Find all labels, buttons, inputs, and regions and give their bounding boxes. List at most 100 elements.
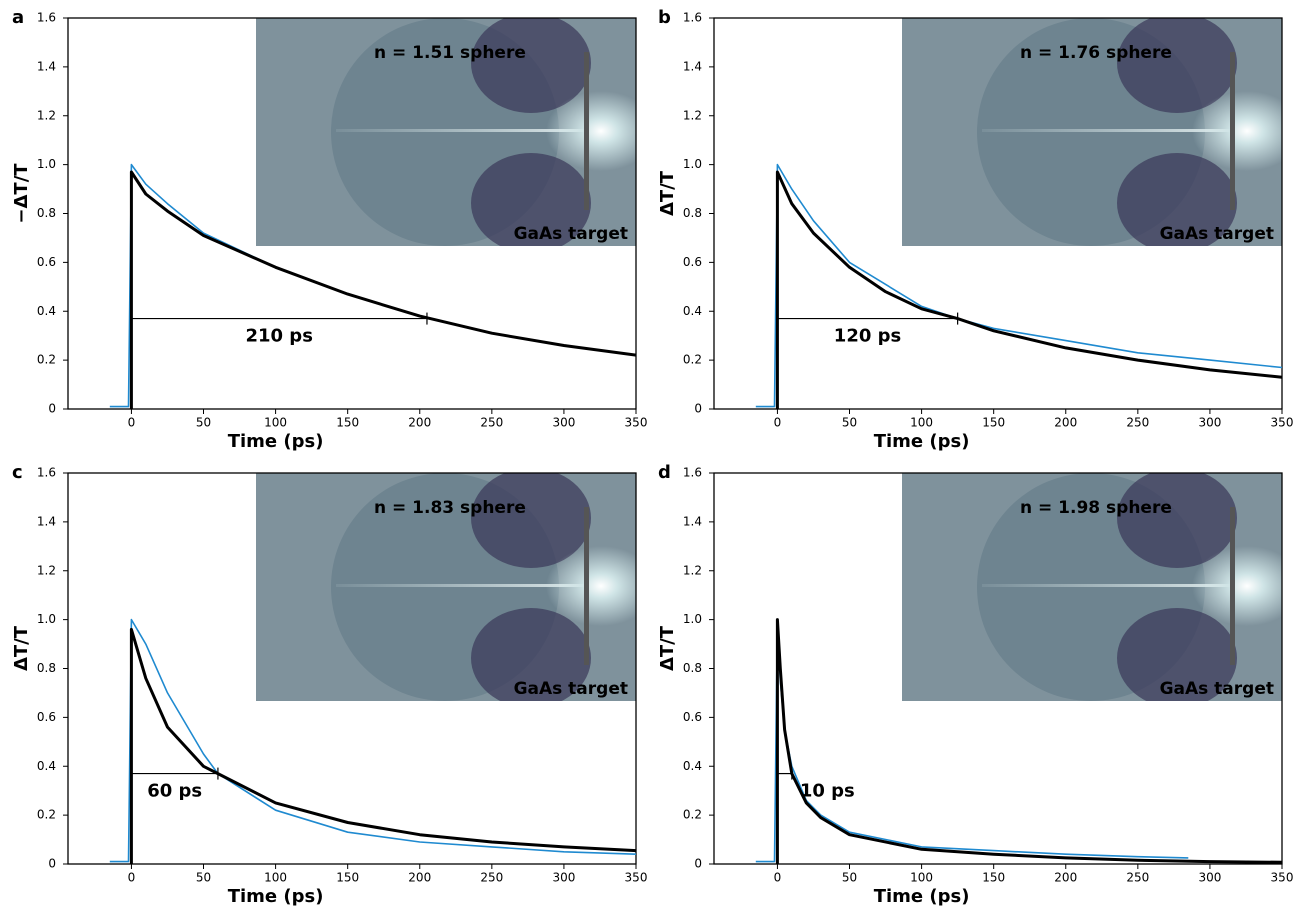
y-tick-label: 0 (694, 857, 702, 871)
x-tick-label: 150 (336, 871, 359, 885)
y-tick-label: 0.4 (37, 759, 56, 773)
x-tick-label: 250 (1126, 416, 1149, 430)
inset-label: n = 1.83 sphere (374, 498, 526, 518)
y-tick-label: 1.6 (683, 11, 702, 25)
dark-lobe (1117, 473, 1237, 568)
focus (1192, 91, 1282, 171)
target-bar (584, 507, 589, 665)
y-tick-label: 0 (48, 402, 56, 416)
x-tick-label: 300 (552, 416, 575, 430)
data-line (755, 163, 1283, 408)
inset (256, 473, 636, 701)
beam (336, 129, 596, 132)
x-tick-label: 150 (982, 871, 1005, 885)
dark-lobe (471, 153, 591, 246)
target-bar (1230, 507, 1235, 665)
y-tick-label: 1.4 (683, 59, 702, 73)
x-tick-label: 300 (552, 871, 575, 885)
panel: n = 1.98 sphere GaAs target 0 50 100 150 200 25… (657, 462, 1294, 907)
marker-label: 60 ps (147, 781, 202, 802)
x-tick-label: 50 (196, 871, 211, 885)
target-bar (1230, 52, 1235, 210)
y-tick-label: 0.4 (683, 759, 702, 773)
y-tick-label: 0.6 (683, 710, 702, 724)
data-line (129, 170, 637, 409)
inset-label: n = 1.51 sphere (374, 43, 526, 63)
x-tick-label: 100 (264, 871, 287, 885)
x-tick-label: 0 (128, 871, 136, 885)
x-tick-label: 50 (842, 416, 857, 430)
beam (982, 584, 1242, 587)
y-tick-label: 0.8 (683, 206, 702, 220)
y-tick-label: 1.0 (37, 612, 56, 626)
x-tick-label: 200 (1054, 416, 1077, 430)
x-tick-label: 200 (408, 416, 431, 430)
inset-label: n = 1.76 sphere (1020, 43, 1172, 63)
panel-label: d (658, 462, 671, 483)
focus (1192, 546, 1282, 626)
dark-lobe (1117, 608, 1237, 701)
x-tick-label: 350 (625, 871, 648, 885)
dark-lobe (471, 473, 591, 568)
marker-label: 10 ps (800, 781, 855, 802)
marker-label: 210 ps (245, 326, 312, 347)
y-tick-label: 0.8 (37, 661, 56, 675)
x-tick-label: 150 (982, 416, 1005, 430)
data-line (129, 627, 637, 864)
data-line (775, 618, 1283, 864)
inset-label: GaAs target (1160, 679, 1274, 699)
x-axis-label: Time (ps) (874, 431, 970, 452)
x-tick-label: 50 (196, 416, 211, 430)
inset-label: GaAs target (514, 224, 628, 244)
x-tick-label: 250 (1126, 871, 1149, 885)
x-axis-label: Time (ps) (874, 886, 970, 907)
y-tick-label: 0.6 (37, 710, 56, 724)
y-tick-label: 1.0 (683, 157, 702, 171)
y-tick-label: 0.8 (683, 661, 702, 675)
y-tick-label: 0.2 (37, 808, 56, 822)
y-tick-label: 1.6 (37, 466, 56, 480)
y-axis-label: ΔT/T (657, 170, 678, 216)
x-axis-label: Time (ps) (228, 431, 324, 452)
inset-label: GaAs target (1160, 224, 1274, 244)
x-tick-label: 100 (910, 416, 933, 430)
y-tick-label: 1.2 (37, 563, 56, 577)
panel: n = 1.83 sphere GaAs target 0 50 100 150 200 25… (11, 462, 648, 907)
y-tick-label: 0.6 (683, 255, 702, 269)
focus (546, 91, 636, 171)
beam (336, 584, 596, 587)
y-tick-label: 1.6 (683, 466, 702, 480)
x-axis-label: Time (ps) (228, 886, 324, 907)
y-tick-label: 1.2 (683, 563, 702, 577)
x-tick-label: 150 (336, 416, 359, 430)
x-tick-label: 350 (625, 416, 648, 430)
x-tick-label: 200 (408, 871, 431, 885)
x-tick-label: 300 (1198, 871, 1221, 885)
y-tick-label: 1.4 (683, 514, 702, 528)
y-tick-label: 0.6 (37, 255, 56, 269)
y-tick-label: 0.4 (683, 304, 702, 318)
x-tick-label: 0 (128, 416, 136, 430)
x-tick-label: 350 (1271, 416, 1294, 430)
beam (982, 129, 1242, 132)
x-tick-label: 200 (1054, 871, 1077, 885)
y-tick-label: 0.2 (683, 808, 702, 822)
x-tick-label: 250 (480, 416, 503, 430)
dark-lobe (1117, 18, 1237, 113)
focus (546, 546, 636, 626)
y-tick-label: 1.6 (37, 11, 56, 25)
inset-label: GaAs target (514, 679, 628, 699)
dark-lobe (471, 608, 591, 701)
y-tick-label: 1.2 (37, 108, 56, 122)
inset-label: n = 1.98 sphere (1020, 498, 1172, 518)
x-tick-label: 0 (774, 871, 782, 885)
y-tick-label: 0.4 (37, 304, 56, 318)
y-tick-label: 1.0 (37, 157, 56, 171)
y-tick-label: 0.2 (683, 353, 702, 367)
x-tick-label: 350 (1271, 871, 1294, 885)
x-tick-label: 100 (910, 871, 933, 885)
y-tick-label: 1.4 (37, 59, 56, 73)
y-axis-label: −ΔT/T (11, 163, 32, 224)
y-tick-label: 1.4 (37, 514, 56, 528)
